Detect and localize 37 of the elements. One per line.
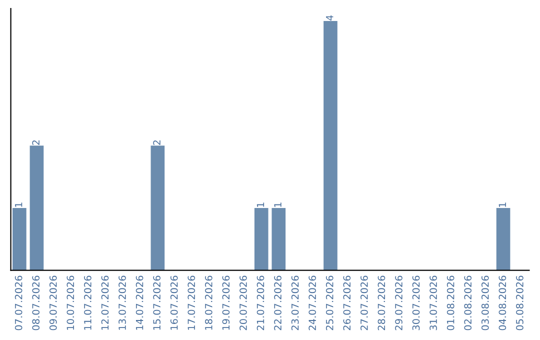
x-tick-label: 19.07.2026: [222, 276, 230, 330]
data-label: 1: [498, 202, 506, 207]
x-tick-label: 07.07.2026: [14, 276, 22, 330]
x-tick-label: 04.08.2026: [498, 276, 506, 330]
x-tick-label: 25.07.2026: [326, 276, 334, 330]
x-tick-label: 28.07.2026: [378, 276, 386, 330]
x-tick-label: 08.07.2026: [32, 276, 40, 330]
x-tick-label: 27.07.2026: [360, 276, 368, 330]
x-tick-label: 11.07.2026: [84, 276, 92, 330]
data-label: 1: [15, 202, 22, 207]
x-tick-label: 02.08.2026: [464, 276, 472, 330]
x-tick-label: 09.07.2026: [49, 276, 57, 330]
x-tick-label: 29.07.2026: [395, 276, 402, 330]
data-label: 4: [326, 15, 334, 20]
x-tick-label: 03.08.2026: [481, 276, 489, 330]
data-label: 2: [32, 140, 40, 145]
x-tick-label: 26.07.2026: [343, 276, 351, 330]
x-tick-label: 17.07.2026: [188, 276, 196, 330]
data-label: 2: [153, 140, 160, 145]
x-tick-label: 13.07.2026: [118, 276, 126, 330]
x-tick-label: 12.07.2026: [101, 276, 109, 330]
x-tick-label: 18.07.2026: [204, 276, 212, 330]
x-tick-label: 16.07.2026: [170, 276, 178, 330]
x-tick-label: 22.07.2026: [274, 276, 282, 330]
x-tick-label: 15.07.2026: [153, 276, 160, 330]
x-tick-label: 05.08.2026: [516, 276, 524, 330]
x-tick-label: 10.07.2026: [66, 276, 74, 330]
x-tick-label: 14.07.2026: [136, 276, 144, 330]
x-tick-label: 21.07.2026: [256, 276, 264, 330]
x-tick-label: 31.07.2026: [430, 276, 437, 330]
x-tick-label: 01.08.2026: [446, 276, 454, 330]
x-tick-label: 30.07.2026: [412, 276, 420, 330]
x-tick-label: 23.07.2026: [291, 276, 299, 330]
data-label: 1: [274, 202, 282, 207]
data-label: 1: [256, 202, 264, 207]
x-tick-label: 20.07.2026: [240, 276, 247, 330]
x-tick-label: 24.07.2026: [308, 276, 316, 330]
